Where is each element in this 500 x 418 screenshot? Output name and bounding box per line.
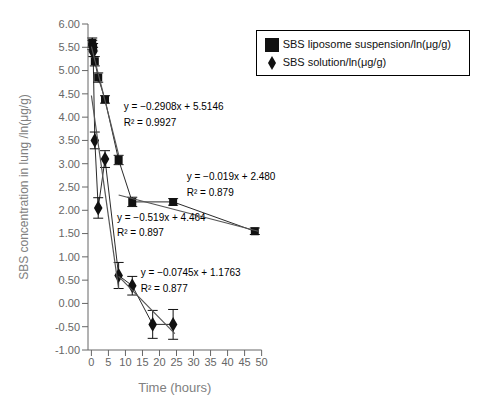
svg-text:-0.50: -0.50 [55, 321, 80, 333]
svg-text:Time (hours): Time (hours) [138, 380, 211, 395]
svg-text:y = −0.519x + 4.464: y = −0.519x + 4.464 [117, 212, 206, 223]
svg-text:5.50: 5.50 [59, 41, 80, 53]
svg-text:y = −0.0745x + 1.1763: y = −0.0745x + 1.1763 [141, 267, 241, 278]
svg-text:R² = 0.897: R² = 0.897 [117, 227, 164, 238]
svg-text:R² = 0.877: R² = 0.877 [141, 283, 188, 294]
svg-text:R² = 0.9927: R² = 0.9927 [124, 117, 177, 128]
svg-text:0.50: 0.50 [59, 274, 80, 286]
svg-text:y = −0.019x + 2.480: y = −0.019x + 2.480 [187, 171, 276, 182]
svg-text:20: 20 [153, 356, 165, 368]
svg-text:15: 15 [136, 356, 148, 368]
svg-text:y = −0.2908x + 5.5146: y = −0.2908x + 5.5146 [124, 101, 224, 112]
svg-text:40: 40 [221, 356, 233, 368]
svg-text:25: 25 [170, 356, 182, 368]
svg-text:4.50: 4.50 [59, 88, 80, 100]
svg-text:10: 10 [119, 356, 131, 368]
svg-text:35: 35 [204, 356, 216, 368]
svg-text:1.00: 1.00 [59, 251, 80, 263]
svg-text:5.00: 5.00 [59, 64, 80, 76]
svg-text:50: 50 [256, 356, 268, 368]
svg-text:30: 30 [187, 356, 199, 368]
html-text:SBS solution/ln(μg/g): SBS solution/ln(μg/g) [282, 56, 387, 68]
svg-text:4.00: 4.00 [59, 111, 80, 123]
svg-text:2.00: 2.00 [59, 204, 80, 216]
svg-text:0: 0 [88, 356, 94, 368]
svg-text:-1.00: -1.00 [55, 344, 80, 356]
svg-text:3.50: 3.50 [59, 134, 80, 146]
svg-text:45: 45 [238, 356, 250, 368]
svg-text:0.00: 0.00 [59, 297, 80, 309]
svg-text:R² = 0.879: R² = 0.879 [187, 187, 234, 198]
html-text:SBS liposome suspension/ln(μg/: SBS liposome suspension/ln(μg/g) [282, 38, 451, 50]
svg-text:2.50: 2.50 [59, 181, 80, 193]
svg-text:3.00: 3.00 [59, 158, 80, 170]
svg-text:5: 5 [105, 356, 111, 368]
svg-text:1.50: 1.50 [59, 227, 80, 239]
svg-text:6.00: 6.00 [59, 18, 80, 30]
svg-text:SBS concentration in lung /ln(: SBS concentration in lung /ln(μg/g) [17, 94, 31, 280]
